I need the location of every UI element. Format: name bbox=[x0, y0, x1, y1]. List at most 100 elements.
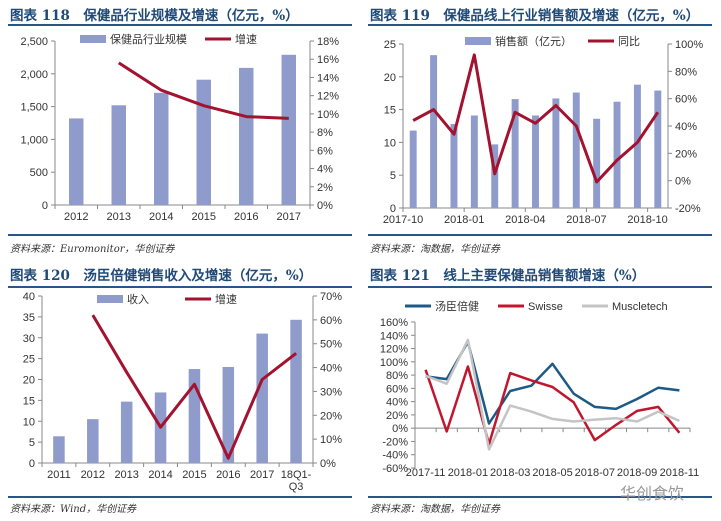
bar bbox=[120, 401, 133, 463]
left-tick-label: 20 bbox=[384, 72, 396, 84]
right-tick-label: 40% bbox=[675, 121, 697, 133]
series-line-1 bbox=[117, 61, 289, 120]
divider bbox=[8, 286, 352, 288]
x-tick-label: 2016 bbox=[234, 211, 258, 223]
chart-panel-118: 图表 118 保健品行业规模及增速（亿元，%） 0 500 1,000 1,500 2,… bbox=[0, 0, 360, 260]
series-line-1 bbox=[424, 365, 681, 446]
left-tick-label: 500 bbox=[30, 167, 48, 179]
chart-121: -60%-40% -20%0%20%40% 60%80%100%120% 140%16… bbox=[380, 299, 700, 479]
bar bbox=[290, 319, 302, 463]
bar bbox=[111, 105, 126, 205]
legend-label: Swisse bbox=[528, 301, 563, 313]
bar bbox=[633, 84, 641, 208]
x-tick-label: 2018-03 bbox=[490, 467, 530, 479]
chart-120: 0 5 10 15 20 25 30 35 40 0% 10% 20% 30% 40% 50% 60% 70% 2… bbox=[23, 291, 342, 493]
left-tick-label: 20 bbox=[23, 375, 35, 387]
chart-118: 0 500 1,000 1,500 2,000 2,500 0% 2% 4% 6% 8% 10% 12%… bbox=[20, 32, 339, 223]
x-tick-label: 2012 bbox=[81, 469, 105, 481]
legend-label: 汤臣倍健 bbox=[435, 299, 479, 313]
chart-source: 资料来源：Wind，华创证券 bbox=[10, 504, 137, 515]
right-tick-label: 70% bbox=[320, 291, 342, 303]
divider bbox=[368, 496, 712, 498]
chart-panel-121: 图表 121 线上主要保健品销售额增速（%） -60% -40% -20% 0% 20%… bbox=[360, 260, 720, 520]
left-tick-label: 40% bbox=[386, 397, 408, 409]
x-tick-label: 2017 bbox=[250, 469, 274, 481]
chart-title: 图表 120 汤臣倍健销售收入及增速（亿元，%） bbox=[10, 268, 313, 284]
chart-title: 图表 118 保健品行业规模及增速（亿元，%） bbox=[10, 8, 299, 24]
divider bbox=[8, 234, 352, 236]
right-tick-label: 60% bbox=[320, 315, 342, 327]
right-tick-label: 16% bbox=[317, 54, 339, 66]
right-tick-label: 0% bbox=[675, 176, 691, 188]
legend-label: 收入 bbox=[127, 292, 149, 306]
bar bbox=[532, 115, 539, 208]
x-tick-label: Q3 bbox=[289, 481, 304, 493]
legend-label: 销售额（亿元） bbox=[495, 34, 572, 48]
left-tick-label: 10 bbox=[23, 416, 35, 428]
divider bbox=[368, 24, 712, 26]
x-tick-label: 2013 bbox=[114, 469, 138, 481]
left-tick-label: 5 bbox=[29, 437, 35, 449]
left-tick-label: 10 bbox=[384, 137, 396, 149]
bar bbox=[450, 124, 458, 208]
bar bbox=[409, 130, 417, 208]
right-tick-label: 12% bbox=[317, 91, 339, 103]
right-tick-label: -20% bbox=[675, 203, 701, 215]
bar bbox=[69, 118, 84, 205]
left-tick-label: 2,500 bbox=[20, 36, 48, 48]
left-tick-label: 5 bbox=[390, 170, 396, 182]
watermark: 华创食饮 bbox=[620, 486, 685, 503]
right-tick-label: 50% bbox=[320, 339, 342, 351]
right-tick-label: 8% bbox=[317, 127, 333, 139]
x-tick-label: 2018-10 bbox=[627, 214, 667, 226]
x-tick-label: 2018-05 bbox=[532, 467, 572, 479]
right-tick-label: 100% bbox=[675, 39, 703, 51]
right-tick-label: 0% bbox=[317, 200, 333, 212]
x-tick-label: 2017-11 bbox=[406, 467, 446, 479]
x-tick-label: 2017 bbox=[277, 211, 301, 223]
left-tick-label: 1,000 bbox=[20, 134, 48, 146]
series-line-1 bbox=[91, 314, 298, 460]
x-tick-label: 2018-09 bbox=[617, 467, 657, 479]
bar bbox=[470, 115, 478, 208]
legend-swatch bbox=[465, 37, 491, 45]
left-tick-label: 140% bbox=[380, 330, 408, 342]
chart-title: 图表 119 保健品线上行业销售额及增速（亿元，%） bbox=[370, 8, 700, 24]
left-tick-label: 160% bbox=[380, 317, 408, 329]
left-tick-label: -60% bbox=[382, 463, 408, 475]
left-tick-label: 15 bbox=[384, 105, 396, 117]
right-tick-label: 30% bbox=[320, 386, 342, 398]
bar bbox=[552, 98, 560, 208]
x-tick-label: 2015 bbox=[182, 469, 206, 481]
left-tick-label: 20% bbox=[386, 410, 408, 422]
x-tick-label: 2018-11 bbox=[660, 467, 700, 479]
bar bbox=[222, 366, 235, 463]
chart-panel-119: 图表 119 保健品线上行业销售额及增速（亿元，%） 0 5 10 15 20 25 -20… bbox=[360, 0, 720, 260]
chart-source: 资料来源：淘数据，华创证券 bbox=[370, 504, 500, 515]
legend-swatch bbox=[97, 295, 123, 303]
right-tick-label: 0% bbox=[320, 458, 336, 470]
bar bbox=[572, 92, 580, 208]
bar bbox=[239, 67, 254, 206]
bar bbox=[281, 54, 296, 205]
left-tick-label: 2,000 bbox=[20, 69, 48, 81]
right-tick-label: 60% bbox=[675, 94, 697, 106]
legend-swatch bbox=[80, 35, 106, 43]
chart-panel-120: 图表 120 汤臣倍健销售收入及增速（亿元，%） 0 5 10 15 20 25 30 35 4… bbox=[0, 260, 360, 520]
x-tick-label: 18Q1- bbox=[281, 469, 312, 481]
right-tick-label: 80% bbox=[675, 66, 697, 78]
right-tick-label: 20% bbox=[320, 410, 342, 422]
bar bbox=[87, 419, 99, 463]
right-tick-label: 10% bbox=[317, 109, 339, 121]
divider bbox=[368, 234, 712, 236]
left-tick-label: 35 bbox=[23, 312, 35, 324]
left-tick-label: -20% bbox=[382, 436, 408, 448]
x-tick-label: 2018-01 bbox=[444, 214, 484, 226]
bar bbox=[593, 118, 601, 208]
right-tick-label: 2% bbox=[317, 182, 333, 194]
right-tick-label: 14% bbox=[317, 72, 339, 84]
left-tick-label: 80% bbox=[386, 370, 408, 382]
legend-label: 保健品行业规模 bbox=[110, 32, 187, 46]
bar bbox=[154, 92, 169, 205]
x-tick-label: 2014 bbox=[148, 469, 172, 481]
